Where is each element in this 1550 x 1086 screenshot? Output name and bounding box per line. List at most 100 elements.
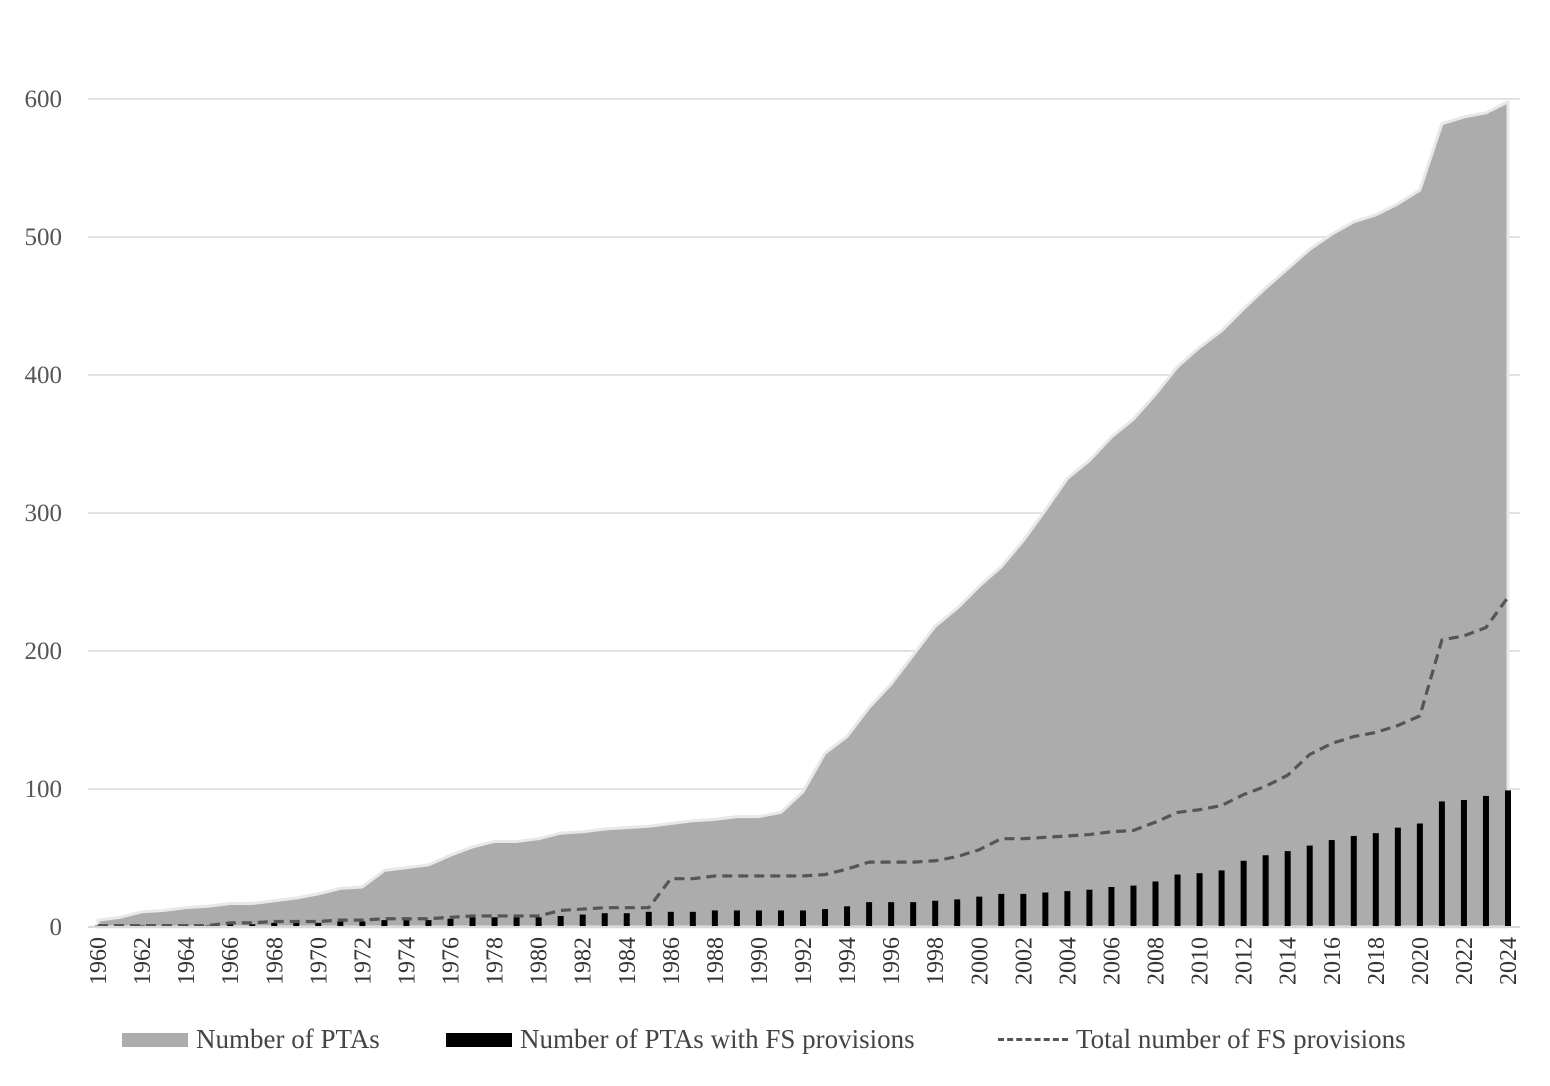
y-tick-label: 300 — [25, 500, 63, 527]
bar-ptas-fs — [623, 913, 630, 927]
bar-ptas-fs — [1394, 827, 1401, 927]
y-tick-label: 400 — [25, 362, 63, 389]
x-tick-label: 2020 — [1408, 937, 1434, 985]
legend-swatch-dashed-line — [998, 1038, 1068, 1041]
x-tick-label: 1994 — [835, 937, 861, 985]
x-tick-label: 1990 — [747, 937, 773, 985]
bar-ptas-fs — [1152, 881, 1159, 927]
chart-canvas: 0 100 200 300 400 500 600 1960 1962 1964 1966 1968… — [25, 86, 1523, 985]
x-tick-label: 1986 — [659, 937, 685, 985]
x-tick-label: 1966 — [218, 937, 244, 985]
bar-ptas-fs — [932, 900, 939, 927]
y-tick-label: 100 — [25, 776, 63, 803]
bar-ptas-fs — [777, 910, 784, 927]
x-tick-label: 2024 — [1496, 937, 1522, 985]
bar-ptas-fs — [579, 914, 586, 927]
x-tick-label: 1964 — [174, 937, 200, 985]
bar-ptas-fs — [601, 913, 608, 927]
legend-label-fs-total: Total number of FS provisions — [1076, 1024, 1406, 1054]
bar-ptas-fs — [1218, 870, 1225, 927]
area-series-layer — [96, 100, 1510, 929]
x-tick-label: 2022 — [1452, 937, 1478, 985]
x-tick-label: 1992 — [791, 937, 817, 985]
bar-ptas-fs — [337, 921, 344, 927]
x-tick-label: 1974 — [394, 937, 420, 985]
bar-ptas-fs — [513, 917, 520, 927]
legend-item-fs-total: Total number of FS provisions — [998, 1024, 1406, 1055]
bar-ptas-fs — [689, 911, 696, 927]
bar-ptas-fs — [800, 910, 806, 927]
bar-ptas-fs — [866, 902, 873, 927]
bar-ptas-fs — [1460, 800, 1467, 927]
bar-ptas-fs — [557, 915, 564, 927]
x-tick-label: 1984 — [615, 937, 641, 985]
bar-ptas-fs — [1108, 886, 1115, 927]
bar-ptas-fs — [227, 924, 234, 927]
bar-ptas-fs — [1064, 891, 1071, 927]
bar-ptas-fs — [844, 906, 851, 927]
bar-ptas-fs — [447, 918, 454, 927]
bar-ptas-fs — [1086, 889, 1093, 927]
bar-ptas-fs — [888, 902, 895, 927]
legend-item-ptas-fs: Number of PTAs with FS provisions — [446, 1024, 915, 1055]
bar-ptas-fs — [1372, 833, 1379, 927]
bar-ptas-fs — [1020, 893, 1027, 927]
bar-ptas-fs — [1262, 855, 1269, 927]
x-tick-label: 2008 — [1144, 937, 1170, 985]
area-ptas — [96, 100, 1510, 929]
line-fs-provisions — [98, 596, 1510, 928]
bar-ptas-fs — [1306, 845, 1313, 927]
bar-ptas-fs — [293, 922, 300, 927]
bar-ptas-fs — [271, 922, 278, 927]
bar-ptas-fs — [755, 910, 762, 927]
bar-ptas-fs — [249, 924, 256, 927]
bar-ptas-fs — [1130, 885, 1137, 927]
x-axis: 1960 1962 1964 1966 1968 1970 1972 1974 1976 1978… — [86, 926, 1522, 985]
y-axis: 0 100 200 300 400 500 600 — [25, 86, 63, 941]
legend: Number of PTAs Number of PTAs with FS pr… — [0, 1024, 1550, 1064]
bar-ptas-fs — [998, 893, 1005, 927]
x-tick-label: 1988 — [703, 937, 729, 985]
bar-ptas-fs — [535, 917, 542, 927]
bar-ptas-fs — [910, 902, 917, 927]
x-tick-label: 1982 — [571, 937, 597, 985]
y-tick-label: 200 — [25, 638, 63, 665]
x-tick-label: 2010 — [1188, 937, 1214, 985]
bar-ptas-fs — [1174, 874, 1181, 927]
bar-ptas-fs — [1438, 801, 1445, 927]
x-tick-label: 2002 — [1011, 937, 1037, 985]
x-tick-label: 2006 — [1099, 937, 1125, 985]
bar-ptas-fs — [1328, 840, 1335, 927]
bar-ptas-fs — [1240, 860, 1247, 927]
x-tick-label: 2000 — [967, 937, 993, 985]
x-tick-label: 1978 — [483, 937, 509, 985]
y-tick-label: 0 — [50, 914, 63, 941]
bar-ptas-fs — [403, 920, 410, 927]
x-tick-label: 1968 — [262, 937, 288, 985]
x-tick-label: 2018 — [1364, 937, 1390, 985]
legend-label-ptas: Number of PTAs — [196, 1024, 380, 1054]
bar-ptas-fs — [359, 921, 366, 927]
legend-swatch-bar — [446, 1032, 512, 1047]
bar-ptas-fs — [667, 911, 674, 927]
legend-label-ptas-fs: Number of PTAs with FS provisions — [520, 1024, 915, 1054]
x-tick-label: 1976 — [439, 937, 465, 985]
x-tick-label: 2016 — [1320, 937, 1346, 985]
bar-ptas-fs — [469, 917, 476, 927]
bar-ptas-fs — [645, 911, 652, 927]
bar-ptas-fs — [1284, 851, 1291, 927]
bar-ptas-fs — [1482, 795, 1489, 927]
x-tick-label: 1972 — [350, 937, 376, 985]
x-tick-label: 1962 — [130, 937, 156, 985]
legend-item-ptas: Number of PTAs — [122, 1024, 380, 1055]
bar-ptas-fs — [733, 910, 740, 927]
bar-ptas-fs — [954, 899, 961, 927]
x-tick-label: 1960 — [86, 937, 112, 985]
line-series-layer — [98, 596, 1510, 928]
bar-ptas-fs — [976, 896, 983, 927]
bar-ptas-fs — [315, 922, 322, 927]
bar-ptas-fs — [1416, 823, 1423, 927]
legend-swatch-area — [122, 1032, 188, 1047]
x-tick-label: 1980 — [527, 937, 553, 985]
x-tick-label: 2004 — [1055, 937, 1081, 985]
